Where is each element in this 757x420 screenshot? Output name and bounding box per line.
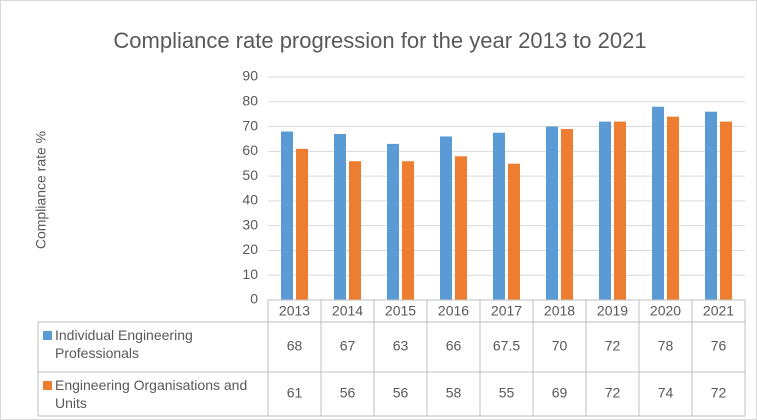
x-tick-label: 2017 [491, 303, 522, 319]
legend-label: Engineering Organisations and Units [55, 377, 248, 411]
legend-cell: Individual Engineering Professionals [55, 327, 193, 361]
bar [334, 133, 346, 300]
table-value: 58 [446, 385, 462, 401]
table-value: 72 [605, 338, 621, 354]
bar [440, 136, 452, 300]
table-value: 74 [658, 385, 674, 401]
bar [652, 106, 664, 300]
x-tick-label: 2014 [332, 303, 363, 319]
y-tick-label: 30 [242, 216, 258, 232]
bar [705, 111, 717, 300]
y-tick-label: 80 [242, 92, 258, 108]
bar [455, 156, 467, 300]
x-tick-label: 2018 [544, 303, 575, 319]
x-tick-label: 2013 [279, 303, 310, 319]
table-value: 56 [340, 385, 356, 401]
bar [720, 121, 732, 300]
y-tick-label: 20 [242, 241, 258, 257]
chart-title: Compliance rate progression for the year… [113, 28, 646, 53]
bar [387, 143, 399, 300]
legend-swatch [43, 331, 52, 340]
table-value: 67.5 [493, 338, 520, 354]
table-value: 66 [446, 338, 462, 354]
table-value: 67 [340, 338, 356, 354]
y-axis-label: Compliance rate % [33, 131, 49, 249]
x-tick-label: 2015 [385, 303, 416, 319]
table-value: 76 [711, 338, 727, 354]
x-tick-label: 2021 [703, 303, 734, 319]
legend-cell: Engineering Organisations and Units [55, 377, 248, 411]
legend-label: Individual Engineering Professionals [55, 327, 193, 361]
y-tick-label: 70 [242, 117, 258, 133]
bar [402, 161, 414, 300]
x-tick-label: 2016 [438, 303, 469, 319]
bar [599, 121, 611, 300]
table-value: 69 [552, 385, 568, 401]
bar [296, 148, 308, 300]
y-tick-label: 90 [242, 68, 258, 84]
y-tick-label: 60 [242, 142, 258, 158]
x-tick-label: 2019 [597, 303, 628, 319]
bar [508, 163, 520, 300]
y-tick-label: 50 [242, 167, 258, 183]
table-value: 68 [287, 338, 303, 354]
bar [349, 161, 361, 300]
table-value: 63 [393, 338, 409, 354]
legend-swatch [43, 381, 52, 390]
table-value: 61 [287, 385, 303, 401]
bar [614, 121, 626, 300]
table-value: 70 [552, 338, 568, 354]
bar [281, 131, 293, 300]
bar [546, 126, 558, 300]
bar [667, 116, 679, 301]
table-value: 56 [393, 385, 409, 401]
y-tick-label: 40 [242, 192, 258, 208]
bar [493, 132, 505, 300]
x-tick-label: 2020 [650, 303, 681, 319]
table-value: 72 [605, 385, 621, 401]
table-value: 78 [658, 338, 674, 354]
table-value: 72 [711, 385, 727, 401]
table-value: 55 [499, 385, 515, 401]
y-tick-label: 10 [242, 266, 258, 282]
bar [561, 129, 573, 300]
y-tick-label: 0 [250, 291, 258, 307]
